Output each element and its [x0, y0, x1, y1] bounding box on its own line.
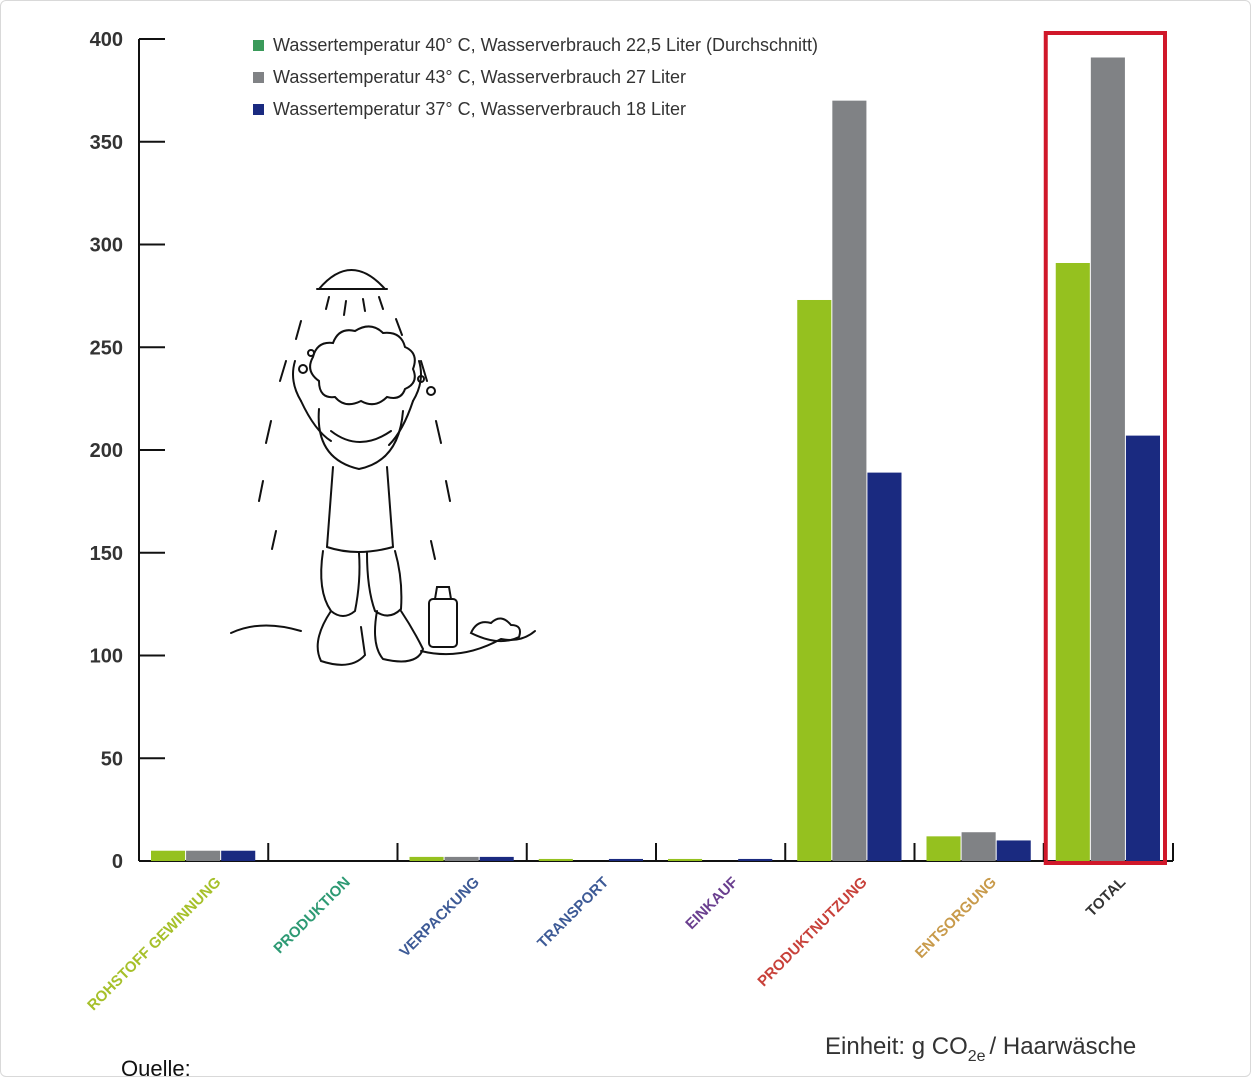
unit-label: Einheit: g CO2e / Haarwäsche — [825, 1033, 1136, 1065]
legend-swatch — [253, 104, 264, 115]
legend-entry: Wassertemperatur 37° C, Wasserverbrauch … — [273, 99, 686, 119]
bar — [832, 100, 867, 861]
bar — [668, 858, 703, 861]
bar — [186, 850, 221, 861]
bar — [738, 858, 773, 861]
category-label: ROHSTOFF GEWINNUNG — [84, 874, 224, 1014]
y-tick-label: 350 — [90, 132, 123, 154]
y-tick-label: 100 — [90, 646, 123, 668]
category-labels: ROHSTOFF GEWINNUNG PRODUKTION VERPACKUNG TR… — [84, 874, 1129, 1014]
category-label: EINKAUF — [682, 874, 741, 933]
y-tick-label: 50 — [101, 748, 123, 770]
category-label: PRODUKTNUTZUNG — [754, 874, 870, 990]
bar — [1125, 435, 1160, 861]
bar — [1090, 57, 1125, 862]
y-tick-label: 300 — [90, 235, 123, 257]
bars — [151, 57, 1160, 862]
y-axis: 0 50 100 150 200 250 300 350 400 — [90, 29, 165, 873]
bar — [151, 850, 186, 861]
bar — [479, 856, 514, 861]
category-label: ENTSORGUNG — [912, 874, 1000, 962]
total-highlight-box — [1043, 31, 1167, 865]
legend: Wassertemperatur 40° C, Wasserverbrauch … — [253, 35, 818, 119]
legend-swatch — [253, 72, 264, 83]
y-tick-label: 250 — [90, 337, 123, 359]
category-label: VERPACKUNG — [396, 874, 483, 961]
y-tick-label: 200 — [90, 440, 123, 462]
bar — [608, 858, 643, 861]
category-label: TRANSPORT — [534, 874, 612, 952]
y-tick-label: 400 — [90, 29, 123, 51]
bar — [409, 856, 444, 861]
legend-entry: Wassertemperatur 43° C, Wasserverbrauch … — [273, 67, 686, 87]
person-showering-icon — [230, 269, 536, 666]
category-label: PRODUKTION — [270, 874, 353, 957]
bar — [221, 850, 256, 861]
unit-suffix: / Haarwäsche — [990, 1033, 1137, 1060]
legend-entry: Wassertemperatur 40° C, Wasserverbrauch … — [273, 35, 818, 55]
unit-prefix: Einheit: g CO — [825, 1033, 968, 1060]
y-tick-label: 150 — [90, 543, 123, 565]
bar — [538, 858, 573, 861]
bar — [797, 299, 832, 861]
bar — [867, 472, 902, 861]
source-label: Quelle: — [121, 1056, 191, 1077]
legend-swatch — [253, 40, 264, 51]
bar — [926, 836, 961, 861]
bar — [444, 856, 479, 861]
unit-subscript: 2e — [968, 1048, 986, 1065]
bar — [961, 832, 996, 861]
y-tick-label: 0 — [112, 851, 123, 873]
category-label: TOTAL — [1083, 874, 1129, 920]
bar — [1055, 262, 1090, 861]
bar — [996, 840, 1031, 861]
